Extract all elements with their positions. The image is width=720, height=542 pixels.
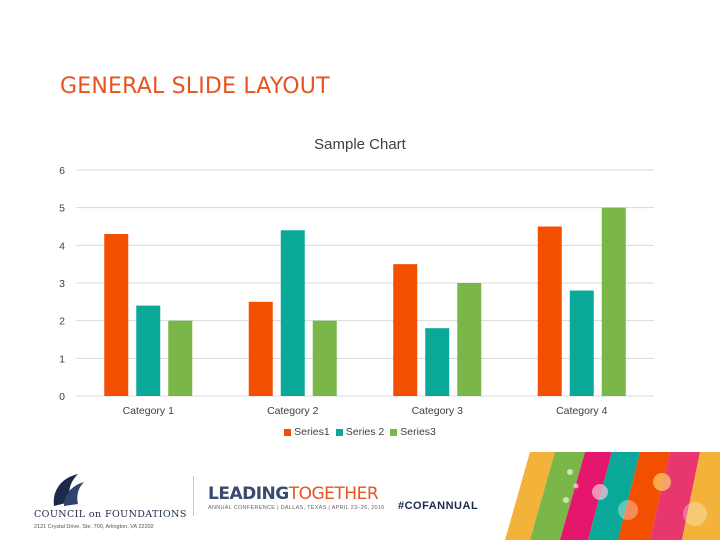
x-tick-label: Category 4 — [556, 405, 608, 417]
bar-series3-4 — [601, 207, 626, 396]
bar-series1-2 — [248, 301, 273, 396]
gridlines — [76, 169, 654, 397]
bars — [104, 207, 626, 396]
legend-item-series1: Series1 — [284, 426, 330, 438]
hashtag: #COFANNUAL — [398, 500, 479, 512]
y-tick-label: 3 — [59, 278, 65, 290]
x-tick-label: Category 2 — [267, 405, 319, 417]
bar-series3-1 — [168, 320, 193, 396]
bar-series3-3 — [457, 283, 482, 396]
slide-footer: COUNCIL on FOUNDATIONS 2121 Crystal Driv… — [0, 452, 720, 540]
org-name: COUNCIL on FOUNDATIONS — [34, 509, 187, 520]
event-subtitle: ANNUAL CONFERENCE | DALLAS, TEXAS | APRI… — [208, 505, 385, 511]
org-address: 2121 Crystal Drive, Ste. 700, Arlington,… — [34, 524, 154, 530]
y-tick-label: 4 — [59, 240, 65, 252]
x-tick-label: Category 3 — [412, 405, 464, 417]
y-tick-label: 5 — [59, 203, 65, 215]
chart-legend: Series1 Series 2 Series3 — [0, 426, 720, 438]
bar-series2-3 — [425, 328, 450, 396]
cof-leaf-icon — [53, 474, 84, 506]
bar-series3-2 — [312, 320, 337, 396]
bar-series1-3 — [393, 264, 418, 396]
legend-swatch — [284, 428, 292, 436]
y-tick-label: 0 — [59, 391, 65, 403]
logo-leading-text: LEADING — [208, 484, 289, 504]
y-tick-label: 6 — [59, 165, 65, 177]
bar-series1-4 — [537, 226, 562, 396]
legend-swatch — [390, 428, 398, 436]
y-tick-label: 2 — [59, 316, 65, 328]
bar-series2-1 — [136, 305, 161, 396]
chart-title: Sample Chart — [314, 136, 406, 153]
y-tick-label: 1 — [59, 353, 65, 365]
legend-item-series3: Series3 — [390, 426, 436, 438]
council-on-foundations-logo: COUNCIL on FOUNDATIONS 2121 Crystal Driv… — [34, 472, 194, 542]
footer-divider — [193, 476, 194, 516]
axis-labels: 0 1 2 3 4 5 6 Category 1 Category 2 Category 3 Cat… — [59, 165, 608, 417]
logo-together-text: TOGETHER — [288, 484, 379, 504]
legend-swatch — [335, 428, 343, 436]
x-tick-label: Category 1 — [123, 405, 175, 417]
bar-series2-2 — [280, 230, 305, 396]
bar-series2-4 — [569, 290, 594, 396]
legend-item-series2: Series 2 — [335, 426, 385, 438]
legend-label: Series 2 — [345, 426, 385, 438]
bar-series1-1 — [104, 234, 129, 396]
legend-label: Series1 — [294, 426, 330, 438]
slide-title: GENERAL SLIDE LAYOUT — [60, 74, 330, 99]
decorative-art-strip — [505, 452, 720, 540]
legend-label: Series3 — [400, 426, 436, 438]
leading-together-logo: LEADINGTOGETHER — [208, 484, 379, 504]
